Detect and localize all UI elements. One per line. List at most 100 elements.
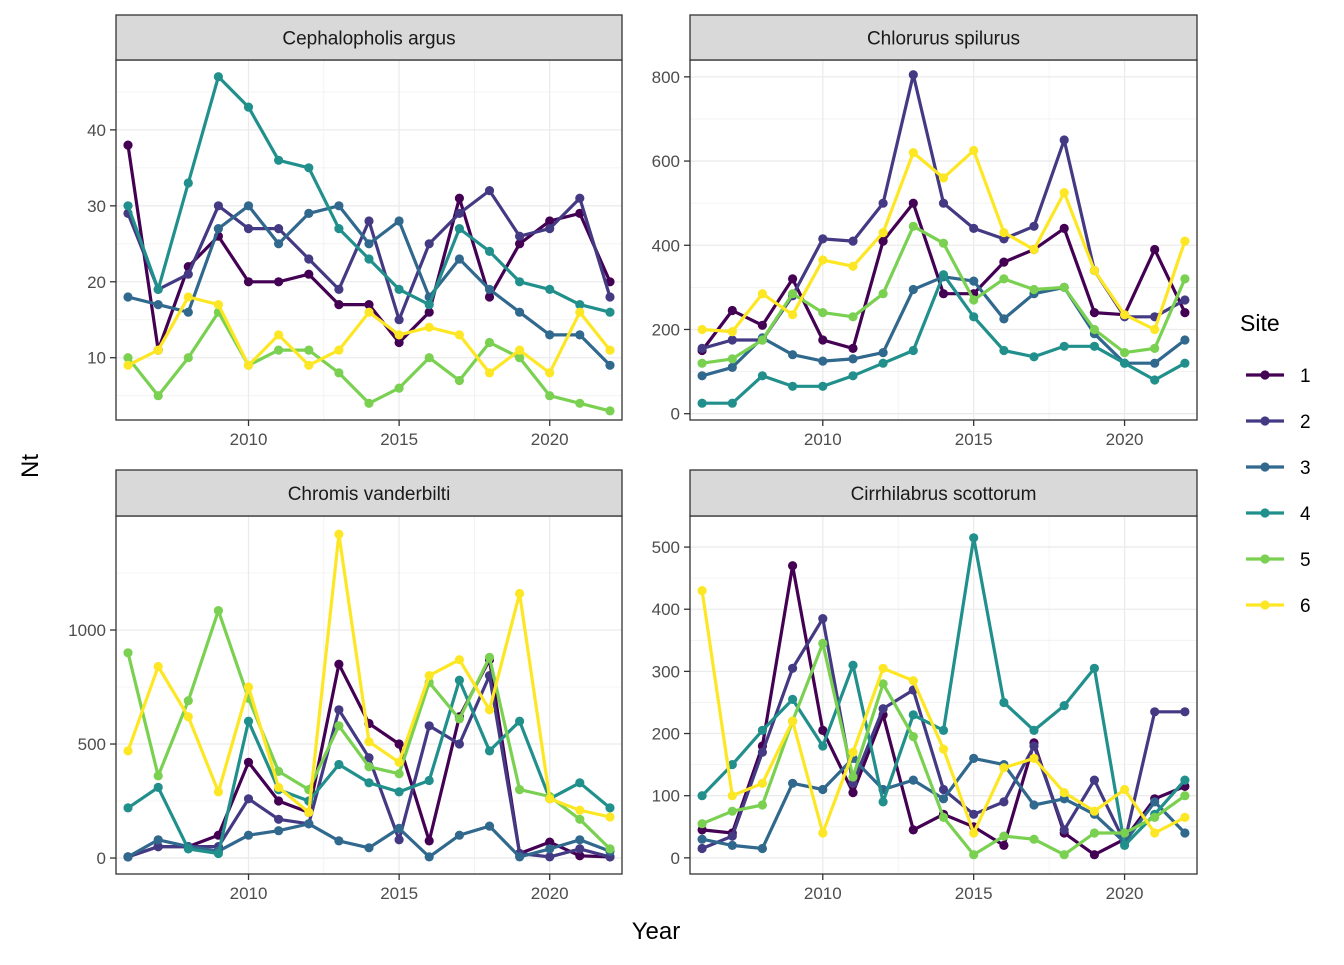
data-point-site-1 [394, 739, 404, 749]
data-point-site-1 [454, 193, 464, 203]
x-tick-label: 2015 [955, 430, 993, 449]
data-point-site-5 [1150, 343, 1160, 353]
data-point-site-5 [213, 606, 223, 616]
legend-key-point [1260, 508, 1270, 518]
y-tick-label: 400 [652, 600, 680, 619]
data-point-site-3 [394, 823, 404, 834]
data-point-site-4 [364, 778, 374, 788]
data-point-site-4 [213, 72, 223, 82]
data-point-site-3 [788, 778, 798, 788]
data-point-site-1 [908, 198, 918, 208]
data-point-site-1 [243, 757, 254, 767]
data-point-site-4 [153, 284, 163, 294]
data-point-site-5 [1089, 324, 1099, 335]
data-point-site-2 [969, 809, 979, 819]
data-point-site-5 [575, 398, 585, 408]
data-point-site-3 [999, 314, 1009, 324]
y-tick-label: 10 [87, 349, 106, 368]
data-point-site-1 [818, 335, 828, 345]
data-point-site-6 [697, 324, 707, 335]
data-point-site-6 [123, 360, 133, 370]
data-point-site-2 [908, 70, 918, 80]
data-point-site-5 [878, 289, 888, 299]
data-point-site-6 [757, 289, 768, 299]
data-point-site-4 [575, 300, 585, 310]
legend-label: 6 [1300, 596, 1311, 617]
data-point-site-1 [788, 561, 798, 571]
data-point-site-2 [454, 208, 464, 218]
data-point-site-6 [515, 588, 525, 599]
data-point-site-2 [545, 224, 555, 234]
data-point-site-4 [484, 746, 495, 756]
data-point-site-3 [1180, 828, 1190, 838]
data-point-site-3 [123, 292, 133, 302]
data-point-site-2 [213, 201, 223, 211]
data-point-site-1 [575, 851, 585, 861]
data-point-site-1 [334, 659, 344, 669]
data-point-site-6 [243, 682, 254, 692]
data-point-site-5 [908, 732, 918, 742]
x-tick-label: 2010 [804, 884, 842, 903]
data-point-site-4 [697, 398, 707, 408]
data-point-site-5 [515, 785, 525, 795]
data-point-site-3 [183, 307, 193, 317]
data-point-site-6 [334, 529, 344, 539]
data-point-site-6 [848, 261, 858, 271]
data-point-site-5 [605, 406, 615, 416]
data-point-site-5 [274, 766, 284, 777]
data-point-site-5 [545, 391, 555, 401]
data-point-site-3 [969, 276, 979, 286]
data-point-site-5 [697, 358, 707, 368]
data-point-site-2 [243, 224, 254, 234]
data-point-site-4 [1120, 840, 1130, 851]
data-point-site-2 [153, 842, 163, 852]
data-point-site-5 [1180, 274, 1190, 284]
data-point-site-2 [818, 614, 828, 624]
data-point-site-3 [1180, 335, 1190, 345]
data-point-site-2 [364, 216, 374, 226]
x-tick-label: 2010 [230, 884, 268, 903]
data-point-site-4 [1180, 358, 1190, 368]
y-tick-label: 400 [652, 236, 680, 255]
legend: Site 1 2 3 4 5 6 [1240, 310, 1311, 617]
data-point-site-5 [1120, 828, 1130, 838]
data-point-site-3 [454, 254, 464, 264]
data-point-site-2 [1180, 295, 1190, 305]
data-point-site-6 [1059, 188, 1069, 198]
data-point-site-2 [454, 739, 464, 749]
y-tick-label: 200 [652, 725, 680, 744]
data-point-site-4 [999, 345, 1009, 356]
panel-1: Cephalopholis argus 10 20 30 40 2010 2015 2020 [87, 14, 623, 449]
data-point-site-5 [454, 714, 464, 724]
data-point-site-5 [394, 383, 404, 393]
data-point-site-5 [575, 814, 585, 824]
data-point-site-6 [153, 661, 163, 672]
data-point-site-5 [969, 850, 979, 860]
y-axis-title: Nt [17, 454, 44, 478]
data-point-site-1 [878, 236, 888, 246]
data-point-site-3 [1150, 358, 1160, 368]
data-point-site-6 [757, 778, 768, 788]
y-tick-label: 800 [652, 68, 680, 87]
data-point-site-4 [938, 725, 949, 736]
data-point-site-4 [878, 797, 888, 807]
data-point-site-5 [1150, 812, 1160, 823]
data-point-site-5 [878, 679, 888, 689]
legend-key-point [1260, 600, 1270, 610]
legend-title: Site [1240, 310, 1280, 336]
data-point-site-5 [1029, 834, 1039, 844]
data-point-site-6 [727, 791, 737, 801]
y-tick-label: 0 [671, 405, 680, 424]
data-point-site-3 [818, 784, 828, 795]
data-point-site-6 [213, 300, 223, 310]
data-point-site-3 [697, 834, 707, 844]
data-point-site-1 [1089, 308, 1099, 318]
panel-2: Chlorurus spilurus 0 200 400 600 800 2010 2015 2… [652, 14, 1198, 449]
y-tick-label: 1000 [68, 621, 106, 640]
data-point-site-6 [818, 828, 828, 838]
data-point-site-3 [304, 208, 314, 218]
data-point-site-4 [999, 697, 1009, 708]
data-point-site-5 [1059, 282, 1069, 292]
data-point-site-3 [484, 821, 495, 831]
legend-label: 3 [1300, 458, 1311, 479]
